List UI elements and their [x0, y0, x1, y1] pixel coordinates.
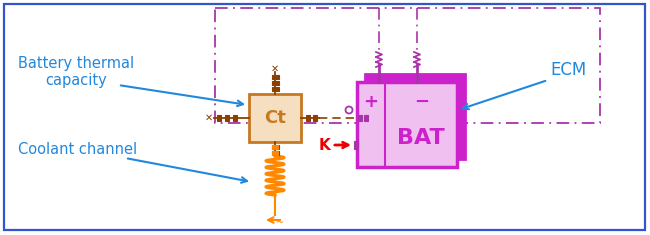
- Bar: [272, 75, 278, 79]
- Bar: [272, 87, 278, 91]
- Bar: [225, 115, 229, 121]
- Text: Ct: Ct: [264, 109, 286, 127]
- Text: ~: ~: [276, 218, 284, 228]
- Bar: [272, 145, 278, 149]
- Text: +: +: [363, 93, 378, 111]
- Text: Battery thermal
capacity: Battery thermal capacity: [18, 56, 134, 88]
- Bar: [364, 115, 368, 121]
- Bar: [365, 74, 465, 159]
- Bar: [272, 151, 278, 155]
- Bar: [249, 94, 301, 142]
- Text: K: K: [318, 137, 330, 153]
- Text: ✕: ✕: [271, 64, 279, 74]
- Text: ✕: ✕: [205, 113, 213, 123]
- Bar: [272, 151, 278, 155]
- Circle shape: [346, 106, 352, 114]
- Bar: [354, 141, 358, 149]
- Bar: [217, 115, 221, 121]
- Bar: [272, 145, 278, 149]
- Text: Coolant channel: Coolant channel: [18, 142, 137, 157]
- Bar: [215, 8, 600, 123]
- Bar: [358, 115, 362, 121]
- Text: BAT: BAT: [397, 128, 445, 148]
- Bar: [233, 115, 237, 121]
- Bar: [272, 81, 278, 85]
- Text: ECM: ECM: [550, 61, 586, 79]
- Bar: [313, 115, 317, 121]
- Bar: [306, 115, 310, 121]
- Bar: [357, 82, 457, 167]
- Text: −: −: [415, 93, 430, 111]
